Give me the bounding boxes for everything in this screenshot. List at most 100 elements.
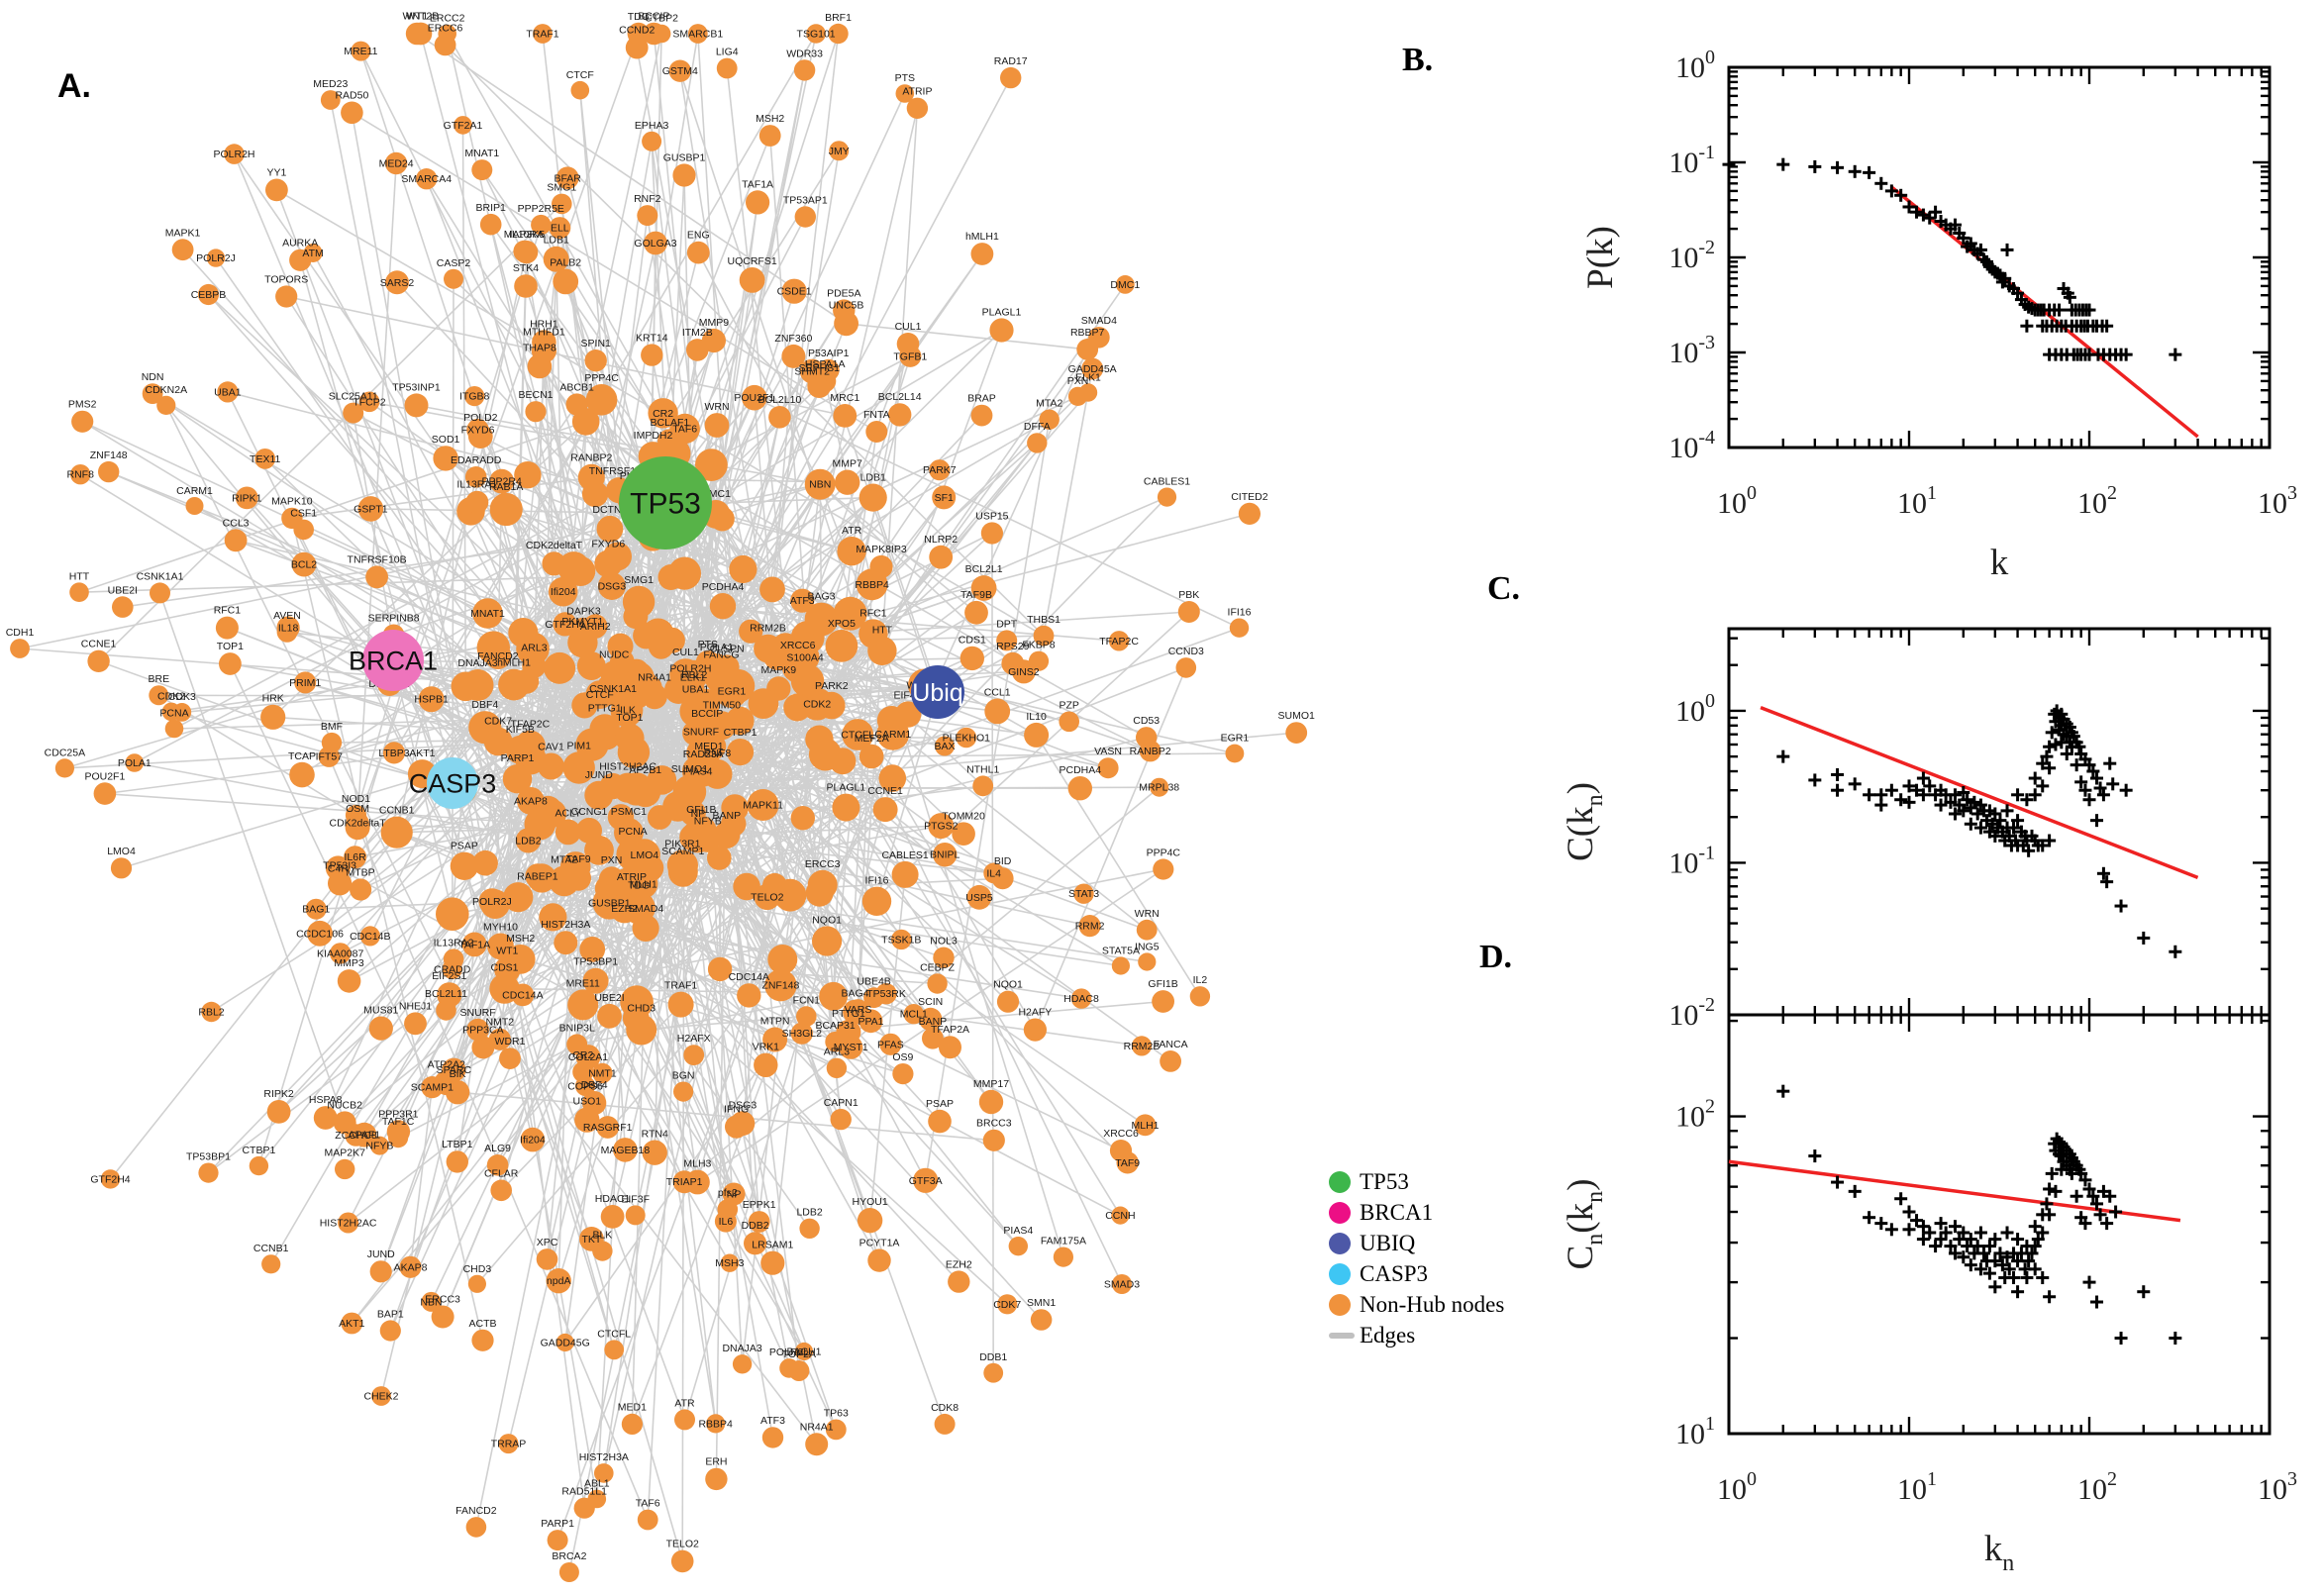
network-edge	[611, 878, 1148, 963]
network-node	[956, 727, 977, 748]
network-node-label: PCDHA4	[702, 581, 745, 593]
network-node	[265, 178, 288, 202]
network-edge	[291, 476, 592, 520]
network-node	[996, 630, 1018, 651]
network-node-label: PLAGL1	[827, 782, 866, 794]
network-node	[556, 1333, 574, 1352]
network-node-label: RPS29	[996, 641, 1029, 652]
network-node	[484, 643, 512, 669]
network-node-label: RBL2	[198, 1007, 224, 1019]
network-node-label: TP53BP1	[573, 956, 618, 968]
network-node-label: XRCC6	[1103, 1128, 1139, 1140]
network-node-label: GTF2A1	[444, 120, 483, 132]
network-node-label: PPP2R5E	[518, 203, 564, 215]
network-node-label: BANP	[919, 1016, 948, 1028]
network-node	[747, 789, 779, 821]
network-node	[1229, 618, 1250, 638]
network-node	[1175, 657, 1197, 678]
network-node-label: MSH2	[756, 113, 784, 125]
network-node-label: LDB1	[544, 235, 569, 247]
network-node-label: BCL2L1	[965, 563, 1003, 575]
network-node	[418, 686, 445, 713]
network-node	[562, 751, 595, 784]
network-node	[445, 1080, 470, 1105]
network-node-label: TEX11	[250, 453, 280, 465]
network-edge	[476, 430, 534, 649]
network-node-label: NR4A1	[800, 1421, 834, 1433]
network-node-label: ABL1	[584, 1478, 610, 1490]
network-edge	[463, 502, 666, 867]
network-node-label: HIST2H2AC	[320, 1218, 377, 1230]
network-edge	[182, 249, 560, 669]
network-node-label: ABCB1	[559, 381, 594, 393]
network-edge	[173, 489, 620, 730]
network-node	[613, 1138, 638, 1162]
y-tick-label: 10-1	[1668, 842, 1715, 879]
network-edge	[78, 421, 586, 593]
network-node-label: IL2	[1193, 974, 1208, 986]
network-node	[730, 1111, 756, 1137]
network-node	[350, 878, 372, 901]
network-node-label: TDG	[628, 879, 650, 891]
network-node	[625, 1205, 646, 1226]
network-node-label: POLA1	[700, 642, 734, 653]
network-node-label: UBA1	[214, 386, 242, 398]
network-edge	[766, 33, 840, 649]
network-edge	[165, 405, 484, 1048]
network-node	[960, 646, 984, 671]
network-node-label: BANP	[713, 810, 742, 822]
network-node-label: ITM2B	[682, 327, 713, 339]
network-node-label: FNTA	[863, 409, 890, 421]
network-node	[598, 866, 625, 892]
network-node-label: FANCG	[703, 648, 739, 660]
network-node	[472, 849, 498, 876]
network-node-label: JMY	[829, 146, 850, 157]
network-node	[641, 344, 663, 366]
network-node-label: TSG101	[797, 29, 836, 41]
network-node	[461, 669, 494, 701]
network-node-label: CCNE1	[81, 639, 117, 650]
network-node-label: PXN	[1067, 375, 1089, 387]
network-node-label: ITGB8	[459, 391, 490, 403]
network-node	[466, 1018, 489, 1042]
network-node	[224, 144, 245, 164]
network-node-label: PIM1	[566, 740, 591, 751]
network-node	[581, 480, 609, 508]
network-node-label: TELO2	[666, 1539, 699, 1550]
network-node-label: RBL2	[681, 669, 707, 681]
network-node	[858, 744, 884, 769]
network-node	[1078, 383, 1098, 402]
network-node-label: TP53AP1	[783, 194, 828, 206]
network-node-label: MAGEB18	[601, 1145, 651, 1156]
y-tick-label: 102	[1675, 1096, 1715, 1134]
network-node-label: BACH1	[786, 1347, 821, 1358]
network-node-label: TNFRSF10B	[348, 554, 407, 566]
network-node-label: IFI16	[1228, 606, 1252, 618]
network-node	[1285, 722, 1308, 744]
network-node	[817, 358, 840, 381]
network-node	[720, 1253, 740, 1272]
network-node-label: MED23	[313, 78, 348, 90]
network-edge	[134, 761, 820, 894]
network-node	[679, 659, 709, 690]
network-node	[695, 449, 728, 481]
network-node-label: NQO1	[993, 979, 1023, 991]
network-node-label: RAD17	[994, 55, 1028, 67]
network-node-label: BRIP1	[476, 202, 507, 214]
network-node	[888, 403, 912, 427]
network-node-label: THAP8	[523, 343, 556, 354]
network-node	[1001, 651, 1025, 675]
network-node-label: TAF6	[636, 1498, 660, 1510]
hub-node-label: Ubiq	[912, 679, 962, 707]
network-node	[819, 981, 848, 1011]
network-edge	[631, 734, 894, 1425]
network-node	[781, 278, 807, 304]
network-node-label: MEF2A	[855, 733, 889, 745]
network-node-label: HDAC1	[595, 1193, 631, 1205]
network-node-label: H2AFX	[677, 1033, 711, 1045]
network-node	[465, 1517, 487, 1538]
network-node	[1108, 631, 1130, 651]
network-node	[933, 947, 955, 968]
network-node-label: ATM	[302, 248, 323, 259]
